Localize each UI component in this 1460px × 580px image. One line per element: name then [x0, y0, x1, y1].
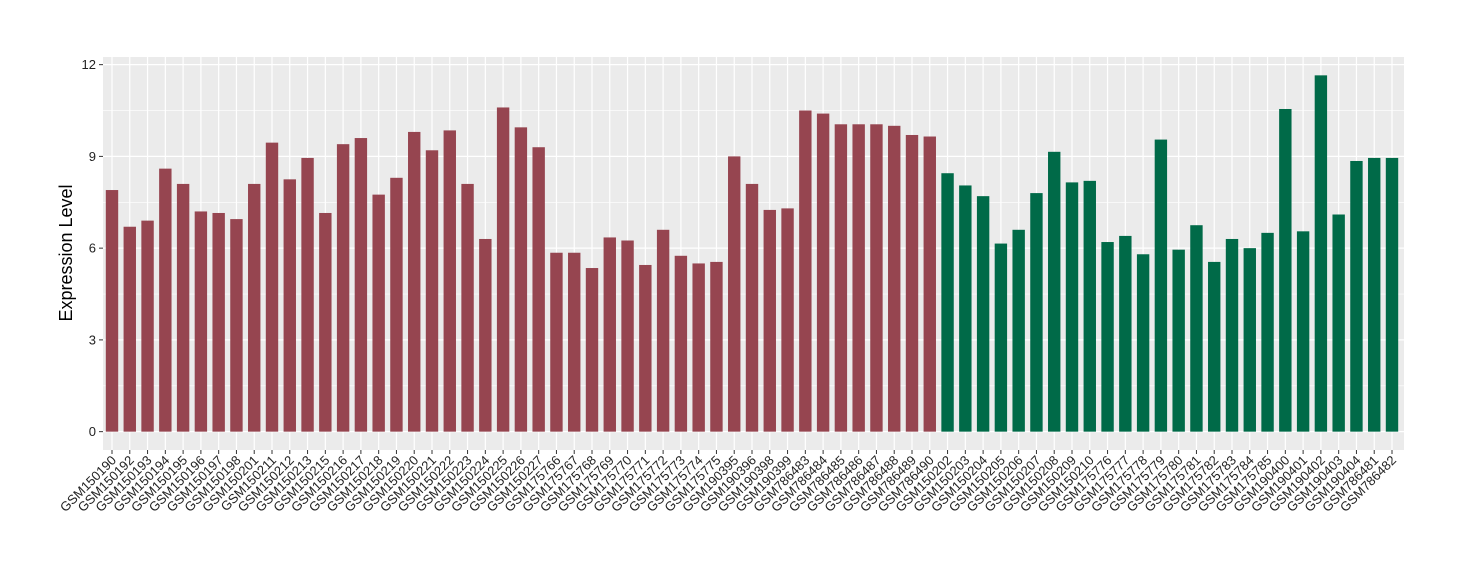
bar-GSM190403: [1332, 214, 1345, 432]
bar-GSM175782: [1208, 261, 1221, 432]
bar-GSM150211: [265, 142, 279, 432]
bar-GSM150206: [1012, 229, 1025, 432]
y-tick-label: 3: [89, 332, 96, 347]
bar-GSM190396: [745, 183, 759, 432]
bar-GSM150203: [959, 185, 972, 432]
bar-GSM150227: [532, 147, 545, 432]
bar-GSM175779: [1154, 139, 1168, 432]
bar-GSM786490: [923, 136, 936, 432]
bar-GSM175767: [568, 252, 581, 432]
bar-GSM175772: [656, 229, 670, 432]
bar-GSM175773: [674, 255, 688, 432]
bar-GSM150225: [496, 107, 510, 432]
bar-GSM175780: [1172, 249, 1185, 432]
bar-GSM150224: [479, 238, 492, 432]
bar-GSM150213: [301, 157, 314, 432]
bar-GSM150212: [283, 179, 296, 432]
bar-GSM150217: [354, 138, 368, 432]
bar-GSM190399: [781, 208, 794, 432]
bar-GSM786487: [870, 124, 883, 432]
bar-GSM150218: [372, 194, 385, 432]
bar-GSM150190: [105, 190, 119, 432]
y-tick-label: 9: [89, 149, 96, 164]
bar-GSM150223: [461, 183, 474, 432]
bar-GSM786483: [799, 110, 812, 432]
bar-GSM175783: [1225, 238, 1239, 432]
bar-GSM786481: [1368, 157, 1381, 432]
bars: [105, 75, 1399, 432]
bar-GSM150221: [425, 150, 439, 432]
bar-GSM150198: [230, 219, 243, 432]
bar-GSM175771: [639, 264, 652, 432]
x-axis-ticks: GSM150190GSM150192GSM150193GSM150194GSM1…: [57, 450, 1399, 515]
bar-GSM786482: [1385, 157, 1399, 432]
bar-GSM190402: [1314, 75, 1328, 432]
bar-GSM175770: [621, 240, 634, 432]
bar-GSM150215: [319, 212, 332, 432]
bar-GSM175766: [550, 252, 563, 432]
bar-GSM150216: [336, 144, 350, 432]
bar-GSM150209: [1065, 182, 1079, 432]
bar-GSM175774: [692, 263, 705, 432]
bar-GSM150207: [1030, 193, 1043, 432]
bar-GSM786485: [834, 124, 848, 432]
bar-GSM150202: [941, 173, 954, 432]
bar-GSM150210: [1083, 180, 1096, 432]
bar-GSM150194: [159, 168, 172, 432]
bar-GSM786486: [852, 124, 865, 432]
bar-GSM786488: [888, 125, 901, 432]
bar-GSM150192: [123, 226, 136, 432]
bar-GSM175785: [1261, 232, 1274, 432]
bar-GSM190398: [763, 209, 776, 432]
bar-GSM150222: [443, 130, 456, 432]
bar-GSM786489: [905, 134, 919, 432]
bar-GSM175776: [1101, 242, 1114, 432]
bar-GSM150201: [248, 183, 261, 432]
bar-GSM175769: [603, 237, 616, 432]
bar-GSM175775: [710, 261, 723, 432]
bar-GSM150193: [141, 220, 154, 432]
bar-GSM150220: [408, 131, 421, 432]
bar-GSM150196: [194, 211, 208, 432]
bar-GSM150205: [994, 243, 1008, 432]
bar-GSM175777: [1119, 235, 1132, 432]
bar-GSM150204: [976, 196, 990, 432]
bar-GSM150226: [514, 127, 528, 432]
y-axis-title: Expression Level: [56, 184, 76, 321]
bar-GSM150197: [212, 212, 225, 432]
bar-GSM786484: [816, 113, 830, 432]
y-tick-label: 6: [89, 241, 96, 256]
bar-GSM190400: [1279, 108, 1292, 432]
y-tick-label: 12: [82, 57, 96, 72]
bar-GSM190401: [1296, 231, 1310, 432]
y-tick-label: 0: [89, 424, 96, 439]
bar-GSM175768: [585, 268, 599, 432]
bar-GSM150195: [176, 183, 190, 432]
bar-GSM175778: [1136, 254, 1150, 432]
bar-GSM175784: [1243, 248, 1256, 432]
bar-GSM190404: [1350, 160, 1363, 432]
bar-GSM175781: [1190, 225, 1203, 432]
bar-GSM150208: [1048, 151, 1061, 432]
bar-GSM190395: [728, 156, 741, 432]
y-axis-ticks: 0 3 6 9 12: [82, 57, 103, 439]
bar-GSM150219: [390, 177, 403, 432]
